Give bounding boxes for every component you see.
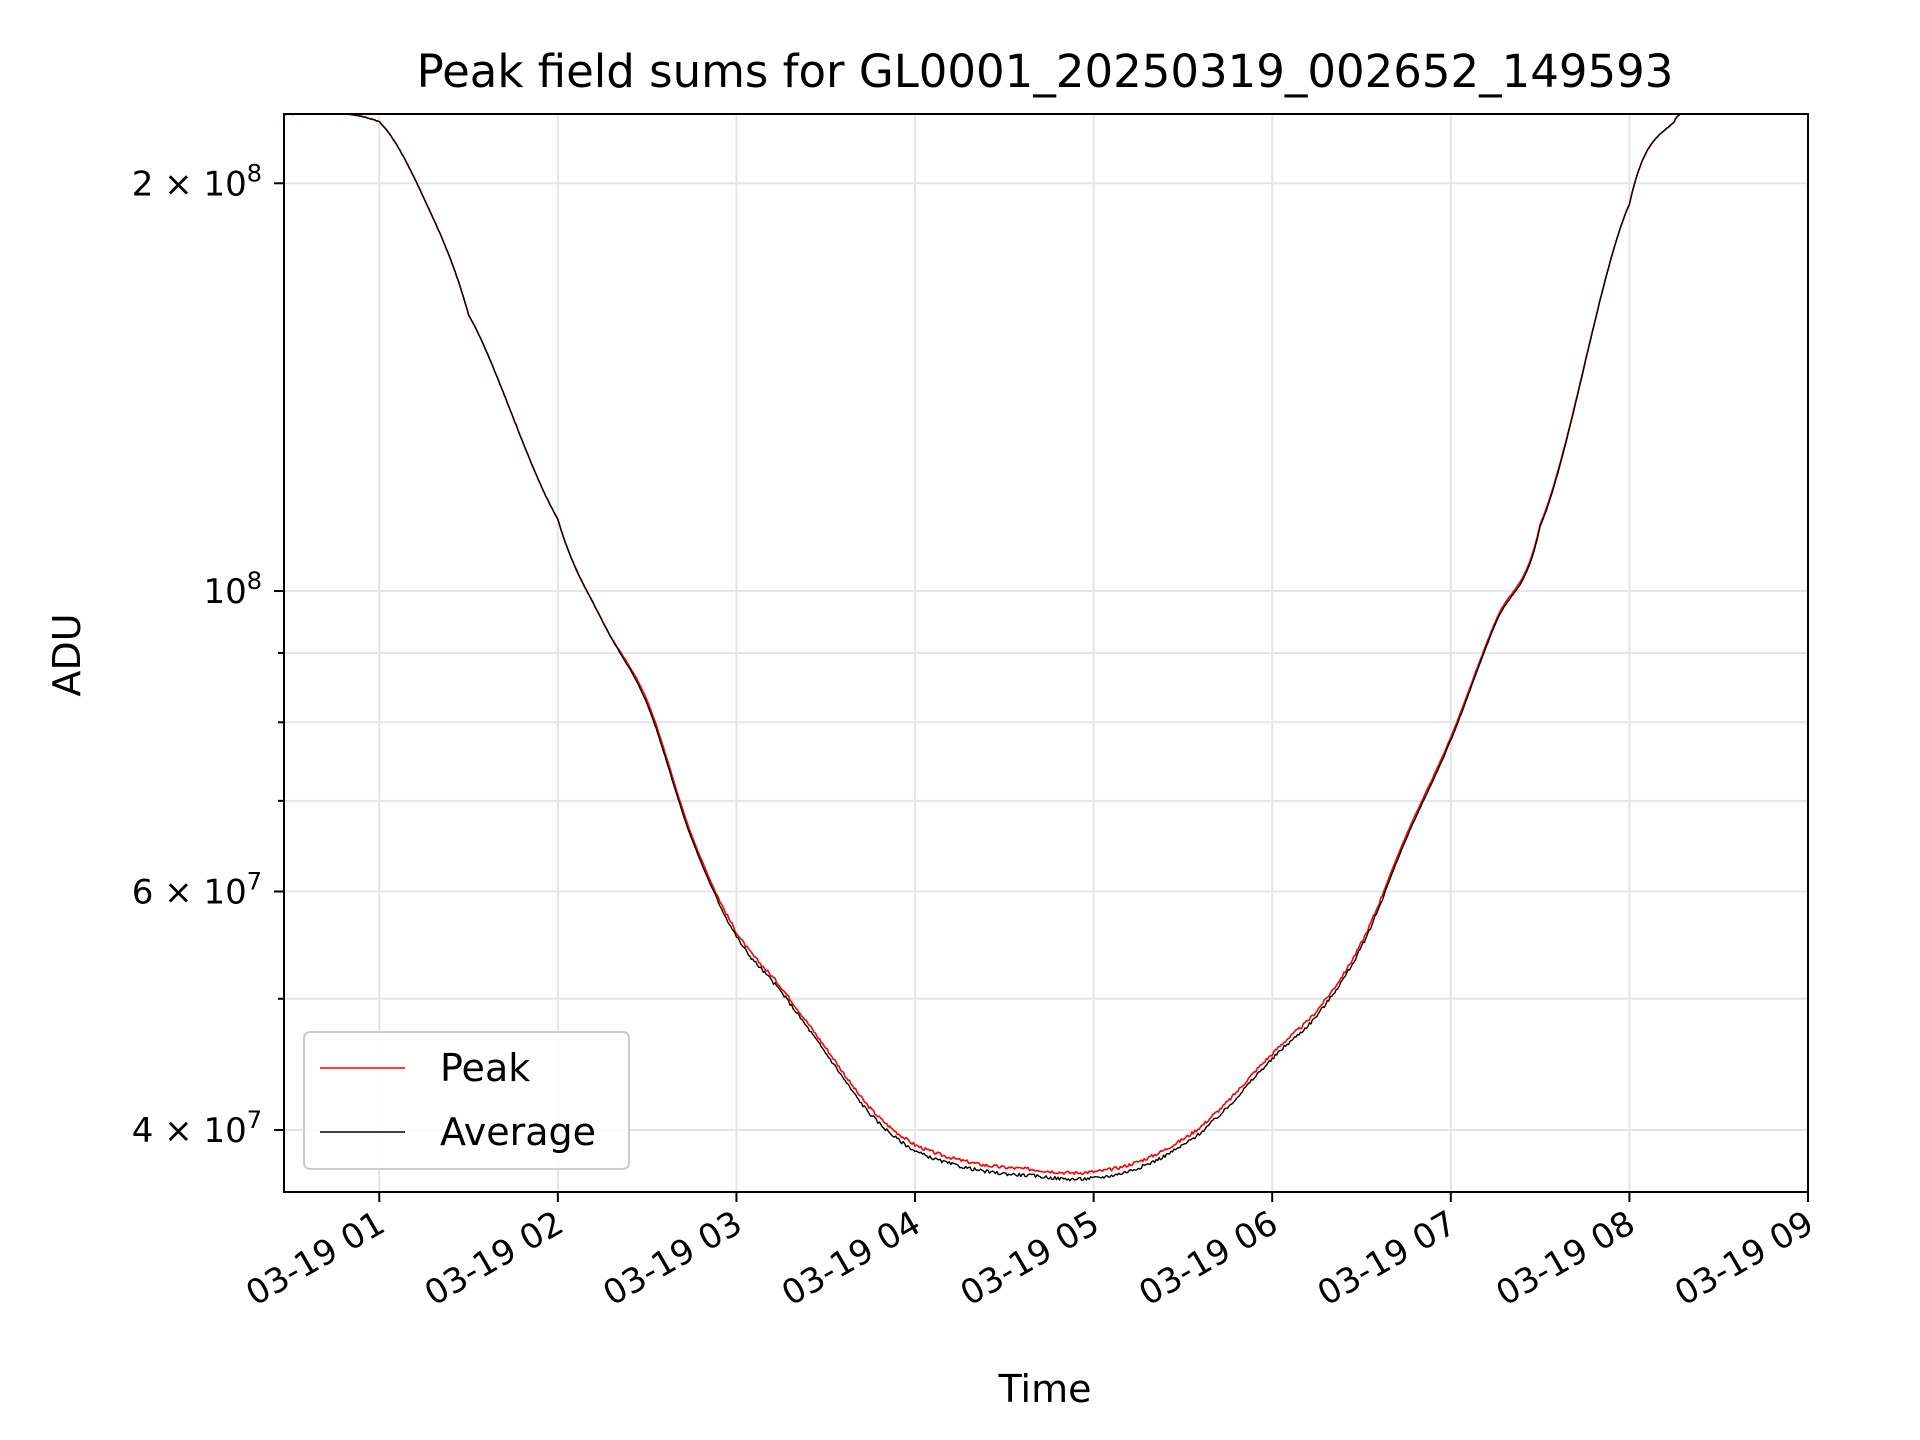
y-tick-label: 4 × 107 bbox=[132, 1106, 262, 1151]
series-line-peak bbox=[284, 114, 1695, 1175]
x-tick-label: 03-19 05 bbox=[954, 1203, 1106, 1314]
x-tick-label: 03-19 04 bbox=[775, 1203, 927, 1314]
x-tick-label: 03-19 08 bbox=[1490, 1203, 1642, 1314]
plot-series bbox=[284, 114, 1696, 1182]
x-tick-label: 03-19 07 bbox=[1311, 1203, 1463, 1314]
x-axis: 03-19 01 03-19 02 03-19 03 03-19 04 03-19 05… bbox=[239, 1192, 1821, 1314]
grid bbox=[284, 114, 1809, 1192]
y-axis: 2 × 108 108 6 × 107 4 × 107 bbox=[132, 159, 284, 1151]
legend-box bbox=[303, 1031, 630, 1170]
x-tick-label: 03-19 02 bbox=[418, 1203, 570, 1314]
chart-title: Peak field sums for GL0001_20250319_0026… bbox=[417, 45, 1674, 98]
series-line-average bbox=[284, 114, 1696, 1182]
x-axis-label: Time bbox=[998, 1367, 1092, 1411]
legend-label-average: Average bbox=[440, 1110, 596, 1154]
x-tick-label: 03-19 01 bbox=[239, 1203, 391, 1314]
legend: Peak Average bbox=[303, 1031, 630, 1170]
y-tick-label: 2 × 108 bbox=[132, 159, 262, 204]
legend-label-peak: Peak bbox=[440, 1046, 530, 1090]
y-tick-label: 6 × 107 bbox=[132, 868, 262, 913]
y-axis-label: ADU bbox=[45, 613, 89, 696]
x-tick-label: 03-19 06 bbox=[1132, 1203, 1284, 1314]
x-tick-label: 03-19 03 bbox=[597, 1203, 749, 1314]
x-tick-label: 03-19 09 bbox=[1668, 1203, 1820, 1314]
y-tick-label: 108 bbox=[203, 567, 262, 612]
